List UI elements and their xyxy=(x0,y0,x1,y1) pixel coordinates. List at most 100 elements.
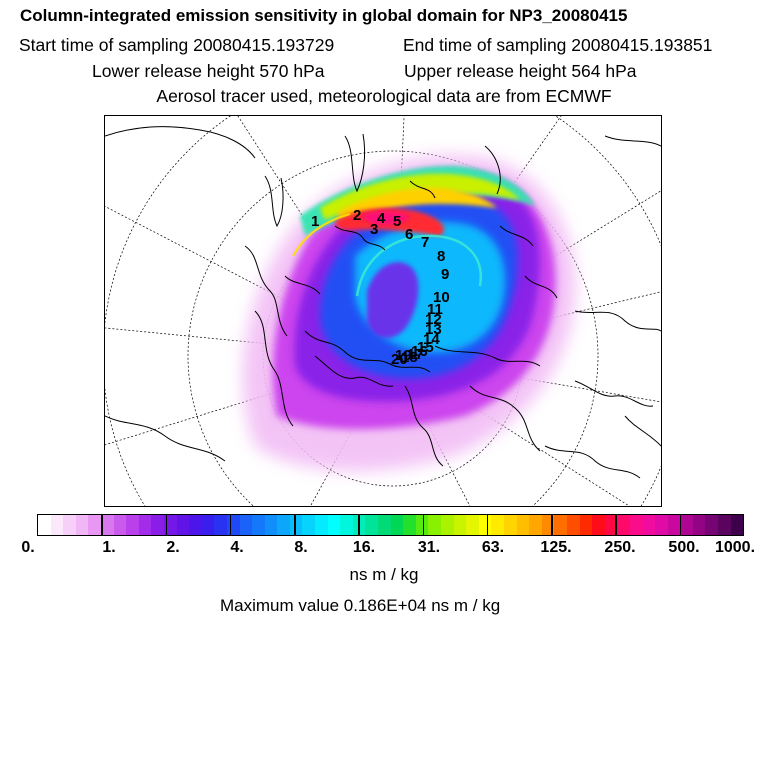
emission-sensitivity-map: 1 2 3 4 5 6 7 8 9 10 11 12 13 14 15 16 1… xyxy=(104,115,662,507)
colorbar-swatch xyxy=(529,515,542,535)
colorbar-swatch xyxy=(554,515,567,535)
colorbar-swatch xyxy=(541,515,555,535)
colorbar-swatch xyxy=(214,515,227,535)
colorbar-swatch xyxy=(50,515,64,535)
colorbar-swatch xyxy=(516,515,530,535)
colorbar-swatch xyxy=(189,515,202,535)
colorbar-swatch xyxy=(365,515,379,535)
colorbar-units-label: ns m / kg xyxy=(349,565,419,584)
colorbar-tick-label: 63. xyxy=(481,539,505,556)
release-point-label: 17 xyxy=(407,346,424,363)
colorbar-tick-label: 500. xyxy=(668,539,700,556)
meridian-line xyxy=(105,327,394,357)
coastline xyxy=(404,385,444,467)
colorbar-swatch xyxy=(88,515,101,535)
tracer-info-label: Aerosol tracer used, meteorological data… xyxy=(156,86,612,106)
release-point-label: 8 xyxy=(437,248,445,265)
release-point-label: 4 xyxy=(377,210,386,227)
coastline xyxy=(314,355,394,387)
plot-title: Column-integrated emission sensitivity i… xyxy=(20,6,628,25)
colorbar-swatch xyxy=(113,515,127,535)
coastline xyxy=(524,275,558,299)
colorbar-swatch xyxy=(390,515,404,535)
colorbar-swatch xyxy=(315,515,328,535)
colorbar-tick-label: 1000. xyxy=(714,539,756,556)
colorbar-swatch xyxy=(138,515,152,535)
colorbar-swatch xyxy=(75,515,89,535)
colorbar-tick-label: 8. xyxy=(294,539,308,556)
colorbar-swatch xyxy=(264,515,278,535)
coastline xyxy=(105,126,256,159)
colorbar-tick-label: 0. xyxy=(21,539,35,556)
colorbar-tick-label: 4. xyxy=(230,539,244,556)
latitude-circle xyxy=(187,150,599,506)
colorbar-swatch xyxy=(151,515,164,535)
release-point-label: 2 xyxy=(353,207,361,224)
coastline xyxy=(254,310,294,427)
release-point-label: 15 xyxy=(417,339,434,356)
coastline xyxy=(264,175,284,228)
colorbar-swatch xyxy=(478,515,492,535)
coastline xyxy=(105,415,226,462)
coastline xyxy=(304,330,431,373)
colorbar-swatch xyxy=(503,515,517,535)
polar-map-svg: 1 2 3 4 5 6 7 8 9 10 11 12 13 14 15 16 1… xyxy=(105,116,661,506)
colorbar-swatch xyxy=(126,515,139,535)
colorbar-swatch xyxy=(327,515,341,535)
coastline xyxy=(544,445,641,479)
colorbar xyxy=(37,514,744,536)
colorbar-tick-label: 31. xyxy=(417,539,441,556)
colorbar-swatch xyxy=(378,515,391,535)
colorbar-swatch xyxy=(252,515,265,535)
release-point-labels: 1 2 3 4 5 6 7 8 9 10 11 12 13 14 15 16 1… xyxy=(311,207,450,368)
release-point-label: 14 xyxy=(423,331,440,348)
colorbar-swatch xyxy=(718,515,731,535)
colorbar-swatch xyxy=(491,515,504,535)
coastlines xyxy=(105,126,661,479)
colorbar-swatch xyxy=(428,515,441,535)
release-point-label: 12 xyxy=(425,311,442,328)
coastline xyxy=(499,225,534,247)
colorbar-swatch xyxy=(705,515,719,535)
maximum-value-label: Maximum value 0.186E+04 ns m / kg xyxy=(220,596,501,615)
colorbar-swatch xyxy=(592,515,605,535)
release-point-label: 6 xyxy=(405,226,413,243)
colorbar-swatch xyxy=(226,515,240,535)
coastline xyxy=(434,345,541,367)
colorbar-swatch xyxy=(38,515,51,535)
colorbar-swatch xyxy=(730,515,743,535)
colorbar-swatch xyxy=(642,515,656,535)
colorbar-swatch xyxy=(629,515,643,535)
colorbar-swatch xyxy=(100,515,114,535)
release-point-label: 20 xyxy=(391,351,408,368)
release-point-label: 5 xyxy=(393,213,401,230)
colorbar-swatch xyxy=(415,515,429,535)
coastline xyxy=(469,385,541,452)
colorbar-swatch xyxy=(340,515,353,535)
release-point-label: 11 xyxy=(427,301,443,318)
meridian-line xyxy=(237,116,394,357)
colorbar-swatch xyxy=(579,515,593,535)
release-point-label: 18 xyxy=(401,349,418,366)
coastline xyxy=(574,310,661,332)
sensitivity-plume xyxy=(242,155,575,471)
release-point-label: 3 xyxy=(370,221,378,238)
coastline xyxy=(484,145,501,195)
colorbar-swatch xyxy=(163,515,177,535)
coastline xyxy=(284,275,321,295)
colorbar-swatch xyxy=(604,515,618,535)
colorbar-swatch xyxy=(566,515,580,535)
release-point-label: 16 xyxy=(411,343,428,360)
release-point-label: 1 xyxy=(311,213,319,230)
colorbar-swatch xyxy=(453,515,467,535)
colorbar-tick-label: 16. xyxy=(352,539,376,556)
meridian-line xyxy=(392,116,405,357)
coastline xyxy=(334,225,386,251)
release-point-label: 19 xyxy=(395,347,412,364)
release-point-label: 9 xyxy=(441,266,449,283)
coastline xyxy=(624,415,661,447)
coastline xyxy=(604,135,661,147)
coastline xyxy=(409,180,436,199)
start-time-label: Start time of sampling 20080415.193729 xyxy=(19,35,335,55)
colorbar-swatch xyxy=(692,515,706,535)
